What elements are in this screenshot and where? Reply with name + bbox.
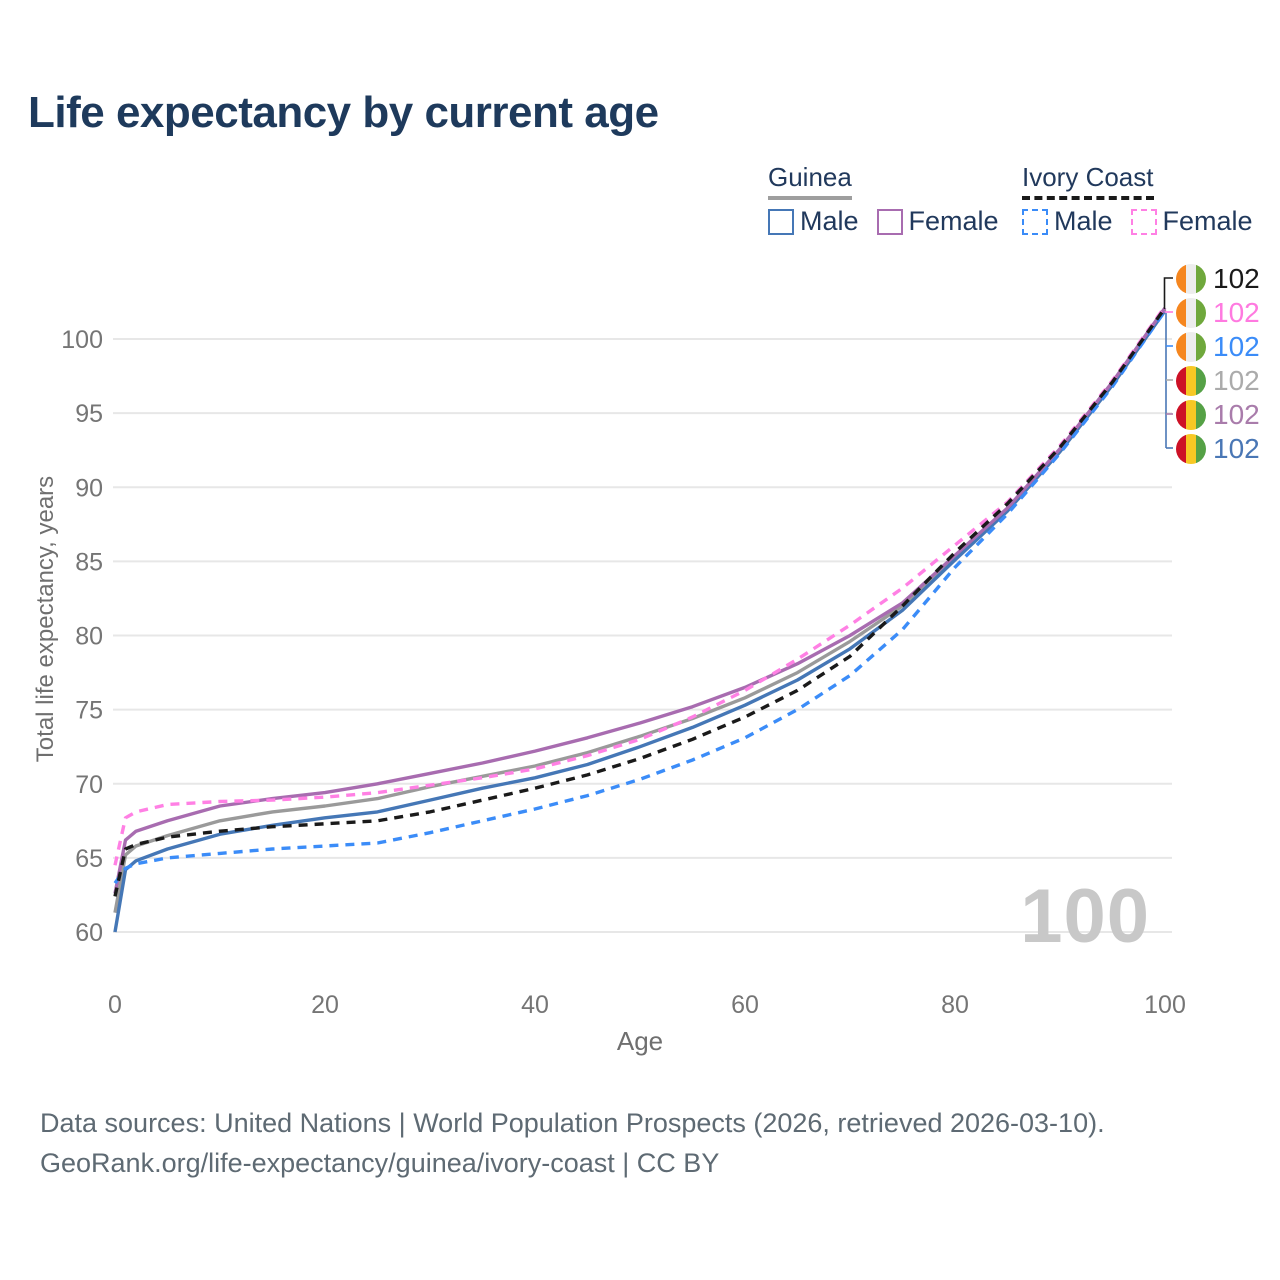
legend-group-ivory-coast: Ivory Coast Male Female (1022, 162, 1271, 235)
legend-swatch-guinea-female[interactable] (876, 208, 903, 235)
end-label-ivory-coast-female: 102 (1176, 296, 1260, 330)
legend-label: Male (800, 206, 859, 236)
page-title: Life expectancy by current age (28, 88, 659, 137)
guinea-flag-icon (1176, 366, 1206, 396)
guinea-flag-icon (1176, 400, 1206, 430)
footer-attribution: GeoRank.org/life-expectancy/guinea/ivory… (40, 1148, 720, 1178)
series-line-ivory-coast-male[interactable] (113, 309, 1167, 885)
end-label-guinea-female: 102 (1176, 398, 1260, 432)
legend-item-guinea-female[interactable]: Female (876, 206, 999, 236)
series-line-ivory-coast-female[interactable] (113, 305, 1167, 866)
series-line-ivory-coast-both-sexes[interactable] (113, 306, 1167, 897)
legend-item-ivory-coast-female[interactable]: Female (1130, 206, 1253, 236)
y-tick-100: 100 (61, 326, 103, 354)
footer-data-sources: Data sources: United Nations | World Pop… (40, 1108, 1105, 1138)
legend-label: Female (908, 206, 999, 236)
y-tick-75: 75 (75, 697, 103, 725)
legend-swatch-ivory-coast-female[interactable] (1130, 208, 1157, 235)
legend-group-guinea: Guinea Male Female (768, 162, 1017, 235)
end-label-guinea-both-sexes: 102 (1176, 364, 1260, 398)
legend-label: Male (1054, 206, 1113, 236)
end-label-value: 102 (1213, 433, 1260, 464)
ivory-coast-flag-icon (1176, 264, 1206, 294)
x-tick-0: 0 (108, 991, 122, 1019)
x-tick-80: 80 (941, 991, 969, 1019)
y-tick-60: 60 (75, 919, 103, 947)
legend-swatch-guinea-male[interactable] (768, 208, 794, 235)
series-line-guinea-male[interactable] (113, 309, 1167, 933)
x-tick-20: 20 (311, 991, 339, 1019)
ivory-coast-flag-icon (1176, 332, 1206, 362)
legend-item-ivory-coast-male[interactable]: Male (1022, 208, 1113, 235)
y-tick-80: 80 (75, 623, 103, 651)
x-tick-60: 60 (731, 991, 759, 1019)
guinea-flag-icon (1176, 434, 1206, 464)
y-tick-65: 65 (75, 845, 103, 873)
legend-item-guinea-male[interactable]: Male (768, 208, 859, 235)
legend-heading-guinea: Guinea (768, 162, 852, 200)
y-tick-70: 70 (75, 771, 103, 799)
series-line-guinea-female[interactable] (113, 306, 1167, 894)
legend-swatch-ivory-coast-male[interactable] (1022, 208, 1048, 235)
end-label-value: 102 (1213, 399, 1260, 430)
end-label-value: 102 (1213, 331, 1260, 362)
x-tick-100: 100 (1144, 991, 1186, 1019)
y-tick-95: 95 (75, 400, 103, 428)
end-label-ivory-coast-both-sexes: 102 (1176, 262, 1260, 296)
x-tick-40: 40 (521, 991, 549, 1019)
ivory-coast-flag-icon (1176, 298, 1206, 328)
legend-label: Female (1162, 206, 1253, 236)
y-axis-title: Total life expectancy, years (32, 475, 59, 763)
y-tick-90: 90 (75, 474, 103, 502)
series-line-guinea-both-sexes[interactable] (113, 308, 1167, 914)
end-label-value: 102 (1213, 365, 1260, 396)
end-label-ivory-coast-male: 102 (1176, 330, 1260, 364)
x-axis-title: Age (616, 1026, 664, 1056)
end-label-value: 102 (1213, 263, 1260, 294)
y-tick-85: 85 (75, 548, 103, 576)
end-label-value: 102 (1213, 297, 1260, 328)
legend-heading-ivory-coast: Ivory Coast (1022, 162, 1154, 200)
leader-line-0 (1163, 277, 1173, 309)
age-watermark: 100 (1020, 874, 1150, 959)
end-labels: 102 102 102 102 102 102 (1176, 262, 1260, 466)
end-label-guinea-male: 102 (1176, 432, 1260, 466)
